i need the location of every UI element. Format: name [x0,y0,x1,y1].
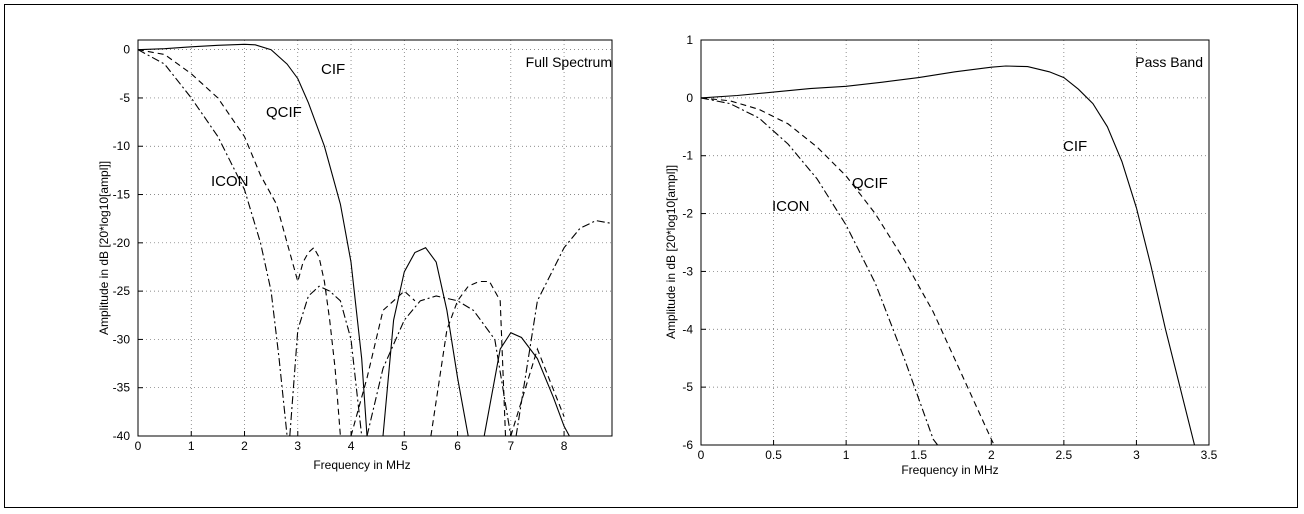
x-tick-label: 4 [348,439,355,453]
y-tick-label: -6 [682,438,693,452]
grid-pass-band [701,40,1210,445]
y-tick-label: -5 [682,380,693,394]
x-tick-label: 3.5 [1201,448,1218,462]
grid-full-spectrum [138,40,612,436]
ticks-pass-band: 0 0.5 1 1.5 2 2.5 3 3.5 1 0 -1 -2 -3 -4 -5 -6 [682,33,1217,462]
y-tick-label: -30 [113,332,131,346]
y-tick-label: -1 [682,149,693,163]
y-tick-label: 0 [686,91,693,105]
series-qcif-line [700,97,995,446]
y-tick-label: -25 [113,284,131,298]
curve-label-icon-full: ICON [211,173,249,190]
x-tick-label: 0 [698,448,705,462]
x-tick-label: 2 [241,439,248,453]
x-tick-label: 5 [401,439,408,453]
curve-label-qcif-full: QCIF [266,104,302,121]
curve-label-icon-pass: ICON [772,198,810,215]
x-tick-label: 8 [561,439,568,453]
chart-pass-band: 0 0.5 1 1.5 2 2.5 3 3.5 1 0 -1 -2 -3 -4 -5 -6 Pass Band… [664,33,1218,477]
x-tick-label: 0 [135,439,142,453]
chart-full-spectrum: 0 1 2 3 4 5 6 7 8 0 -5 -10 -15 -20 -25 -30 -35 -40 Full S… [97,39,613,472]
x-tick-label: 1.5 [910,448,927,462]
series-icon-line [700,97,939,446]
y-axis-label-pass-band: Amplitude in dB [20*log10[ampl]] [664,165,678,339]
x-tick-label: 3 [1133,448,1140,462]
y-tick-label: -20 [113,236,131,250]
figure-frame [4,4,1298,508]
y-tick-label: 0 [123,43,130,57]
x-tick-label: 3 [294,439,301,453]
curve-label-qcif-pass: QCIF [852,175,888,192]
axes-box-pass-band [700,39,1210,446]
series-icon-line [137,49,613,437]
series-cif-line [700,65,1196,446]
y-tick-label: -3 [682,264,693,278]
x-tick-label: 1 [188,439,195,453]
y-tick-label: -2 [682,207,693,221]
y-tick-label: 1 [686,33,693,47]
y-tick-label: -15 [113,188,131,202]
y-axis-label-full-spectrum: Amplitude in dB [20*log10[ampl]] [97,161,111,335]
ticks-full-spectrum: 0 1 2 3 4 5 6 7 8 0 -5 -10 -15 -20 -25 -30 -35 -40 [113,43,568,453]
curve-label-cif-full: CIF [321,61,345,78]
series-full-spectrum [137,43,613,437]
x-tick-label: 2.5 [1056,448,1073,462]
y-tick-label: -10 [113,139,131,153]
y-tick-label: -5 [119,91,130,105]
chart-title-pass-band: Pass Band [1135,54,1203,70]
chart-title-full-spectrum: Full Spectrum [526,54,612,70]
x-tick-label: 2 [988,448,995,462]
x-axis-label-full-spectrum: Frequency in MHz [313,458,410,472]
series-cif-line [137,43,570,437]
x-tick-label: 6 [454,439,461,453]
axes-box-full-spectrum [137,39,613,437]
x-tick-label: 1 [843,448,850,462]
y-tick-label: -4 [682,322,693,336]
y-tick-label: -40 [113,429,131,443]
x-tick-label: 0.5 [765,448,782,462]
series-qcif-line [137,49,565,437]
series-pass-band [700,65,1196,446]
x-axis-label-pass-band: Frequency in MHz [901,463,998,477]
curve-label-cif-pass: CIF [1063,138,1087,155]
x-tick-label: 7 [507,439,514,453]
y-tick-label: -35 [113,381,131,395]
